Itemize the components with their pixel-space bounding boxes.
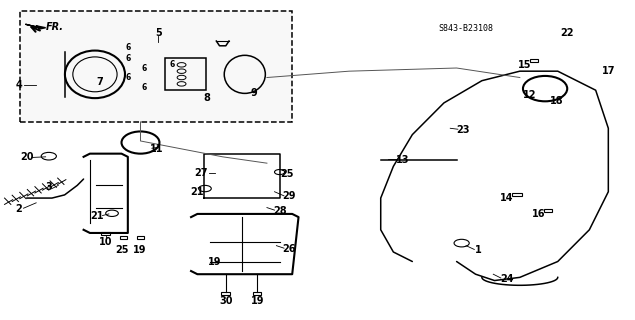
Polygon shape bbox=[25, 24, 46, 29]
Bar bbox=[101, 232, 110, 236]
Text: 28: 28 bbox=[273, 206, 286, 216]
Text: 19: 19 bbox=[133, 245, 146, 255]
Bar bbox=[512, 193, 522, 196]
Text: 7: 7 bbox=[96, 77, 103, 87]
Text: 25: 25 bbox=[115, 245, 128, 255]
Text: 10: 10 bbox=[99, 237, 112, 247]
Text: 18: 18 bbox=[550, 96, 563, 106]
Text: 6: 6 bbox=[125, 73, 130, 82]
Text: 9: 9 bbox=[251, 88, 258, 98]
Text: 16: 16 bbox=[532, 209, 545, 219]
Text: 4: 4 bbox=[16, 80, 22, 91]
Text: 5: 5 bbox=[155, 28, 161, 38]
Text: 19: 19 bbox=[208, 257, 222, 267]
Text: 13: 13 bbox=[396, 155, 410, 165]
Bar bbox=[222, 292, 230, 295]
Text: 6: 6 bbox=[141, 63, 146, 73]
Text: 20: 20 bbox=[20, 152, 34, 162]
Bar bbox=[20, 11, 292, 122]
Text: 6: 6 bbox=[141, 83, 146, 92]
Text: 29: 29 bbox=[283, 191, 296, 202]
Text: 17: 17 bbox=[601, 66, 615, 76]
Text: 21: 21 bbox=[190, 187, 204, 197]
Bar bbox=[164, 59, 206, 90]
Text: 26: 26 bbox=[283, 244, 296, 254]
Text: S843-B23108: S843-B23108 bbox=[439, 24, 493, 33]
Bar bbox=[253, 292, 260, 295]
Bar bbox=[119, 236, 127, 239]
Bar bbox=[544, 209, 552, 212]
Text: 15: 15 bbox=[518, 60, 531, 70]
Bar bbox=[137, 236, 144, 239]
Text: 12: 12 bbox=[523, 90, 536, 100]
Text: FR.: FR. bbox=[46, 22, 64, 32]
Text: 2: 2 bbox=[16, 204, 22, 214]
Text: 6: 6 bbox=[125, 54, 130, 63]
Text: 25: 25 bbox=[281, 169, 294, 179]
Text: 27: 27 bbox=[194, 168, 207, 178]
Text: 8: 8 bbox=[203, 93, 210, 103]
Text: 24: 24 bbox=[500, 274, 514, 284]
Text: 19: 19 bbox=[251, 296, 264, 306]
Text: 3: 3 bbox=[46, 182, 52, 192]
Bar bbox=[530, 60, 538, 62]
Text: 22: 22 bbox=[561, 28, 574, 38]
Text: 6: 6 bbox=[125, 43, 130, 52]
Text: 23: 23 bbox=[456, 125, 470, 135]
Text: 30: 30 bbox=[219, 296, 232, 306]
Text: 6: 6 bbox=[170, 60, 175, 69]
Text: 21: 21 bbox=[91, 211, 104, 220]
Text: 11: 11 bbox=[149, 144, 163, 154]
Text: 1: 1 bbox=[476, 245, 482, 255]
Text: 14: 14 bbox=[500, 193, 514, 203]
